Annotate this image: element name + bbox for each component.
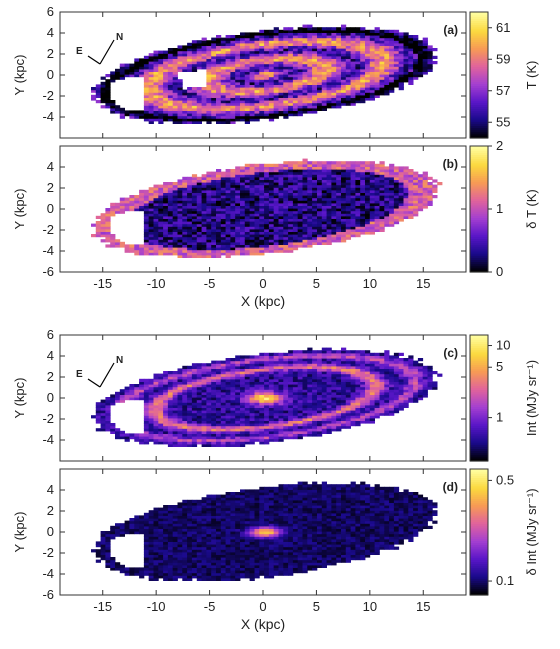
colorbar-tick-label: 61	[496, 20, 510, 35]
x-tick-label: -10	[147, 276, 166, 291]
pixel-map	[91, 158, 443, 258]
colorbar-tick-label: 10	[496, 338, 510, 353]
compass-north-label: N	[116, 355, 123, 366]
x-tick-label: 15	[416, 599, 430, 614]
x-tick-label: 15	[416, 276, 430, 291]
x-tick-label: 5	[313, 276, 320, 291]
y-tick-label: -4	[42, 432, 54, 447]
y-tick-label: 4	[47, 348, 54, 363]
colorbar-tick-label: 55	[496, 114, 510, 129]
colorbar-frame	[469, 334, 489, 462]
colorbar-tick-label: 0	[496, 264, 503, 279]
panel-label: (c)	[443, 346, 458, 360]
y-tick-label: -4	[42, 566, 54, 581]
colorbar-tick-label: 1	[496, 201, 503, 216]
pixel-map	[91, 481, 438, 581]
y-tick-label: -6	[42, 264, 54, 279]
colorbar-tick-label: 1	[496, 410, 503, 425]
y-tick-label: -4	[42, 243, 54, 258]
y-tick-label: 6	[47, 327, 54, 342]
x-tick-label: -15	[93, 276, 112, 291]
x-tick-label: -15	[93, 599, 112, 614]
y-axis-label: Y (kpc)	[12, 512, 27, 553]
colorbar: 55 57 59 61 T (K)	[469, 11, 539, 139]
colorbar-tick-label: 5	[496, 359, 503, 374]
y-tick-label: 0	[47, 524, 54, 539]
colorbar-frame	[469, 11, 489, 139]
y-tick-label: 2	[47, 503, 54, 518]
x-tick-label: 5	[313, 599, 320, 614]
x-axis-label: X (kpc)	[241, 616, 285, 632]
panel-label: (a)	[443, 23, 458, 37]
y-axis-label: Y (kpc)	[12, 378, 27, 419]
y-tick-label: -2	[42, 411, 54, 426]
x-tick-label: 0	[259, 599, 266, 614]
y-tick-label: 0	[47, 67, 54, 82]
colorbar-label: δ Int (MJy sr⁻¹)	[524, 488, 539, 575]
y-tick-label: -2	[42, 545, 54, 560]
compass-icon: NE	[76, 32, 123, 65]
colorbar-label: δ T (K)	[524, 189, 539, 229]
y-axis-label: Y (kpc)	[12, 55, 27, 96]
y-tick-label: 0	[47, 390, 54, 405]
compass-north-label: N	[116, 32, 123, 43]
x-tick-label: -5	[204, 276, 216, 291]
y-tick-label: 4	[47, 482, 54, 497]
colorbar-tick-label: 2	[496, 138, 503, 153]
colorbar: 1 5 10 Int (MJy sr⁻¹)	[469, 334, 539, 462]
y-tick-label: -2	[42, 88, 54, 103]
x-tick-label: 0	[259, 276, 266, 291]
y-tick-label: -4	[42, 109, 54, 124]
x-tick-label: 10	[363, 599, 377, 614]
y-tick-label: 6	[47, 4, 54, 19]
colorbar-label: Int (MJy sr⁻¹)	[524, 360, 539, 436]
y-tick-label: 4	[47, 25, 54, 40]
panel-4: -15 -10 -5 0 5 10 15 -6 -4 -2 0 2 4 Y (kpc) X (kpc) (d)…	[12, 468, 539, 632]
colorbar-tick-label: 57	[496, 83, 510, 98]
panel-label: (b)	[443, 157, 458, 171]
panel-label: (d)	[443, 480, 458, 494]
y-axis-label: Y (kpc)	[12, 189, 27, 230]
pixel-map	[91, 347, 443, 447]
colorbar-frame	[469, 468, 489, 596]
y-tick-label: -6	[42, 587, 54, 602]
x-tick-label: -5	[204, 599, 216, 614]
colorbar: 0 1 2 δ T (K)	[469, 138, 539, 279]
colorbar-label: T (K)	[524, 61, 539, 90]
colorbar-tick-label: 0.5	[496, 472, 514, 487]
pixel-map	[91, 24, 438, 124]
x-axis-label: X (kpc)	[241, 293, 285, 309]
colorbar: 0.1 0.5 δ Int (MJy sr⁻¹)	[469, 468, 539, 596]
x-tick-label: -10	[147, 599, 166, 614]
y-tick-label: 2	[47, 369, 54, 384]
y-tick-label: 2	[47, 180, 54, 195]
y-tick-label: 4	[47, 159, 54, 174]
y-tick-label: 2	[47, 46, 54, 61]
colorbar-tick-label: 59	[496, 51, 510, 66]
compass-east-label: E	[76, 46, 83, 57]
colorbar-tick-label: 0.1	[496, 573, 514, 588]
compass-east-label: E	[76, 369, 83, 380]
y-tick-label: -2	[42, 222, 54, 237]
x-tick-label: 10	[363, 276, 377, 291]
compass-icon: NE	[76, 355, 123, 388]
y-tick-label: 0	[47, 201, 54, 216]
